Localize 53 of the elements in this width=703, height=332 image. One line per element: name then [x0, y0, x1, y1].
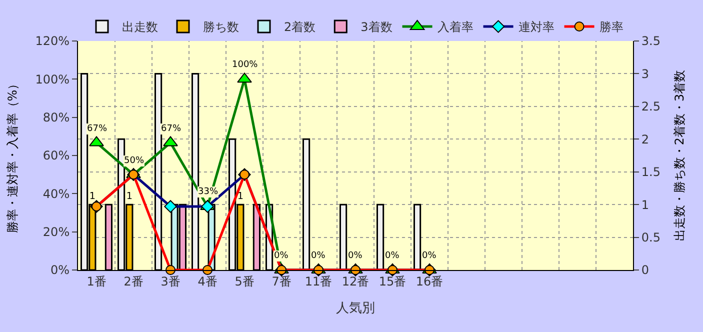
data-label: 0% — [385, 251, 400, 261]
legend-label: 2着数 — [284, 20, 316, 34]
point — [89, 136, 104, 146]
y2-tick-label: 3 — [641, 66, 650, 81]
x-axis-title: 人気別 — [336, 301, 375, 316]
y-tick-label: 80% — [42, 110, 70, 125]
data-label: 1 — [126, 190, 132, 202]
y-tick-label: 0% — [50, 263, 70, 278]
x-tick-label: 12番 — [342, 274, 370, 288]
y2-axis-title: 出走数・勝ち数・2着数・3着数 — [672, 70, 686, 242]
legend-label: 連対率 — [518, 20, 554, 34]
x-tick-label: 2番 — [124, 274, 144, 288]
y-tick-label: 20% — [42, 225, 70, 240]
legend-label: 3着数 — [360, 20, 392, 34]
y-axis-title: 勝率・連対率・入着率（%） — [6, 78, 20, 234]
y-tick-label: 40% — [42, 186, 70, 201]
y2-tick-label: 0.5 — [641, 230, 660, 244]
x-tick-label: 11番 — [304, 274, 332, 288]
y2-tick-label: 1 — [641, 198, 650, 212]
data-label: 0% — [311, 251, 326, 261]
x-tick-label: 7番 — [272, 274, 292, 288]
y2-tick-label: 2.5 — [641, 100, 660, 114]
legend-label: 勝ち数 — [203, 20, 239, 34]
data-label: 67% — [161, 124, 182, 134]
data-label: 67% — [87, 124, 108, 134]
data-label: 0% — [422, 251, 437, 261]
y-tick-label: 120% — [35, 34, 70, 48]
y2-tick-label: 0 — [641, 263, 650, 278]
x-tick-label: 1番 — [86, 274, 106, 288]
data-label: 0% — [274, 251, 289, 261]
data-label: 33% — [198, 187, 218, 197]
legend-label: 勝率 — [599, 20, 624, 34]
x-tick-label: 5番 — [234, 274, 254, 288]
point — [201, 200, 214, 213]
y2-tick-label: 2 — [641, 132, 650, 146]
y-tick-label: 60% — [42, 148, 70, 163]
point — [163, 136, 178, 146]
data-label: 100% — [232, 60, 258, 70]
data-label: 0% — [348, 251, 363, 261]
y2-tick-label: 1.5 — [641, 165, 660, 180]
x-tick-label: 15番 — [378, 274, 406, 288]
x-tick-label: 3番 — [160, 274, 180, 288]
x-tick-label: 4番 — [198, 274, 218, 288]
point — [164, 200, 177, 213]
data-label: 50% — [124, 156, 144, 166]
legend-label: 出走数 — [122, 20, 158, 34]
point — [237, 72, 252, 83]
y-tick-label: 100% — [35, 72, 70, 86]
legend-label: 入着率 — [437, 20, 474, 34]
x-tick-label: 16番 — [416, 274, 444, 288]
data-label: 1 — [237, 190, 244, 202]
y2-tick-label: 3.5 — [641, 34, 660, 48]
data-label: 1 — [89, 190, 96, 202]
